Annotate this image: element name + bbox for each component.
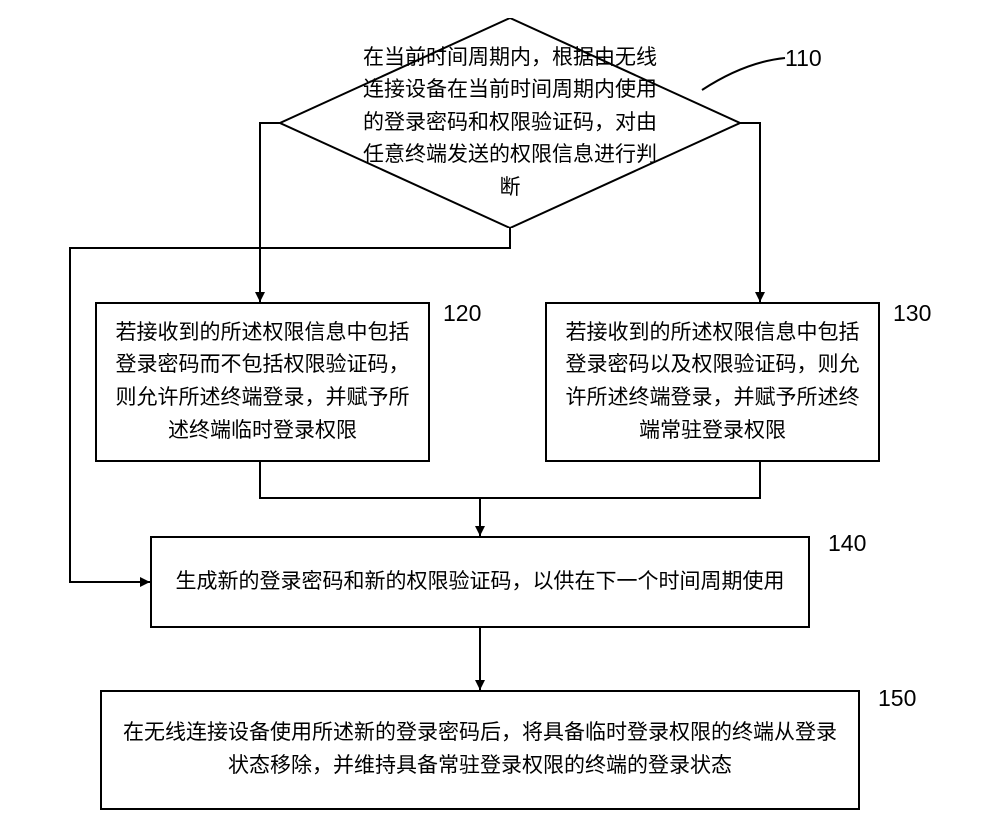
process-text-140: 生成新的登录密码和新的权限验证码，以供在下一个时间周期使用	[176, 566, 785, 599]
label-110: 110	[785, 45, 822, 72]
process-node-140: 生成新的登录密码和新的权限验证码，以供在下一个时间周期使用	[150, 536, 810, 628]
label-140: 140	[828, 530, 866, 557]
label-120: 120	[443, 300, 481, 327]
flowchart-canvas: 在当前时间周期内，根据由无线连接设备在当前时间周期内使用的登录密码和权限验证码，…	[0, 0, 1000, 838]
process-node-120: 若接收到的所述权限信息中包括登录密码而不包括权限验证码，则允许所述终端登录，并赋…	[95, 302, 430, 462]
decision-node-110: 在当前时间周期内，根据由无线连接设备在当前时间周期内使用的登录密码和权限验证码，…	[280, 18, 740, 228]
process-text-120: 若接收到的所述权限信息中包括登录密码而不包括权限验证码，则允许所述终端登录，并赋…	[111, 317, 414, 447]
decision-text-110: 在当前时间周期内，根据由无线连接设备在当前时间周期内使用的登录密码和权限验证码，…	[280, 18, 740, 228]
process-text-130: 若接收到的所述权限信息中包括登录密码以及权限验证码，则允许所述终端登录，并赋予所…	[561, 317, 864, 447]
process-node-150: 在无线连接设备使用所述新的登录密码后，将具备临时登录权限的终端从登录状态移除，并…	[100, 690, 860, 810]
process-text-150: 在无线连接设备使用所述新的登录密码后，将具备临时登录权限的终端从登录状态移除，并…	[116, 717, 844, 782]
process-node-130: 若接收到的所述权限信息中包括登录密码以及权限验证码，则允许所述终端登录，并赋予所…	[545, 302, 880, 462]
label-130: 130	[893, 300, 931, 327]
label-150: 150	[878, 685, 916, 712]
